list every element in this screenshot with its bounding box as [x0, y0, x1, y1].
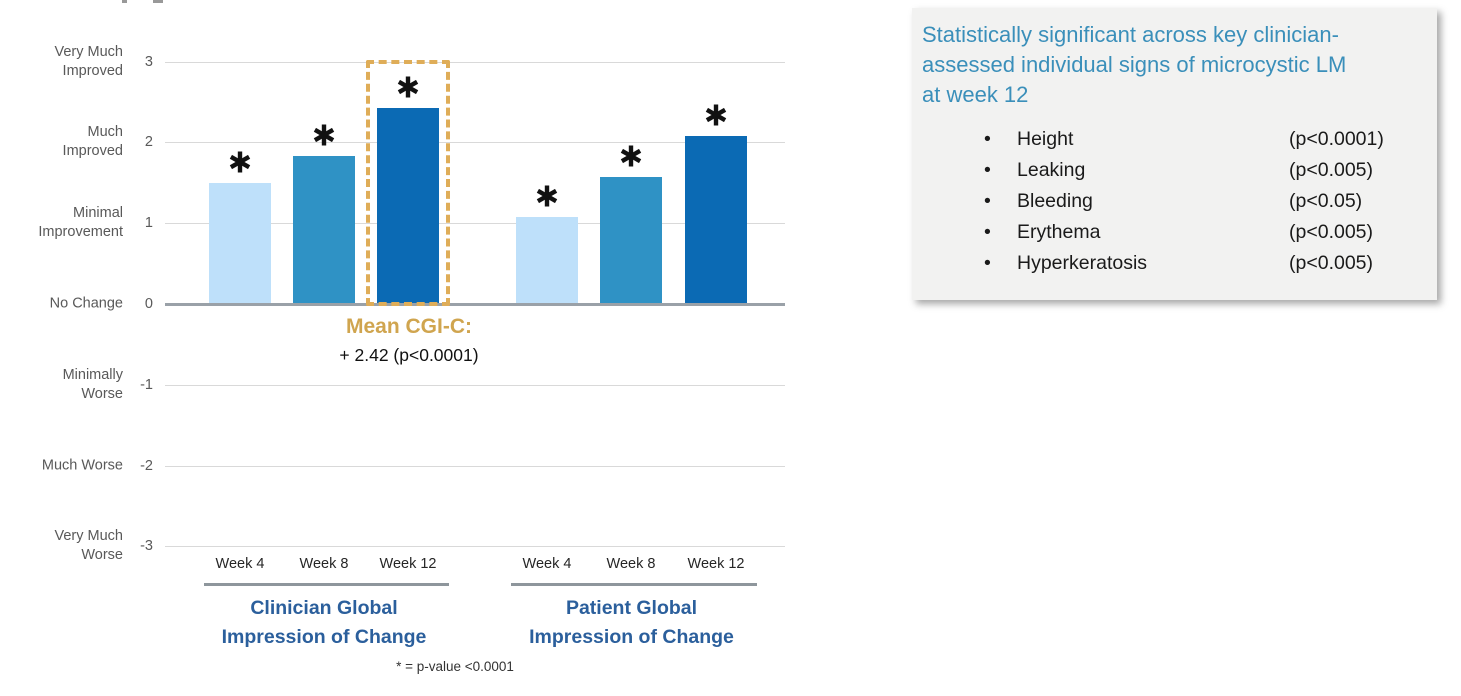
y-tick-label: Very Much Improved — [54, 43, 124, 79]
sign-label: Bleeding — [1017, 190, 1093, 212]
y-tick-label: Much Worse — [41, 457, 123, 474]
callout-item: • Leaking (p<0.005) — [984, 155, 1423, 186]
p-value: (p<0.05) — [1289, 190, 1363, 212]
y-tick-value: 0 — [144, 296, 153, 312]
callout-item: • Height (p<0.0001) — [984, 124, 1423, 155]
y-tick-value: 1 — [144, 215, 153, 232]
group-title: Patient Global Impression of Change — [529, 597, 734, 648]
group-title: Clinician Global Impression of Change — [221, 597, 427, 648]
annotation-title: Mean CGI-C: — [346, 315, 472, 338]
bar-week12 — [685, 135, 747, 304]
callout-item: • Hyperkeratosis (p<0.005) — [984, 248, 1423, 279]
annotation-value: + 2.42 (p<0.0001) — [339, 345, 479, 365]
x-tick-label: Week 4 — [522, 556, 572, 572]
group-axis-line — [204, 583, 449, 586]
sign-label: Erythema — [1017, 221, 1101, 243]
callout-item: • Bleeding (p<0.05) — [984, 186, 1423, 217]
y-tick-label: Very Much Worse — [54, 528, 124, 564]
callout-heading: Statistically significant across key cli… — [922, 22, 1347, 107]
zero-baseline — [165, 303, 785, 306]
bar-week8 — [600, 177, 662, 304]
y-tick-label: Minimally Worse — [62, 366, 123, 402]
y-tick-label: No Change — [49, 295, 123, 312]
significance-footnote: * = p-value <0.0001 — [396, 659, 514, 674]
bar-week4 — [209, 182, 271, 304]
x-tick-label: Week 12 — [687, 556, 745, 572]
significance-asterisk — [535, 184, 559, 208]
significance-asterisk — [396, 75, 420, 99]
sign-label: Leaking — [1017, 159, 1086, 181]
clipped-text-fragment — [153, 0, 163, 3]
significance-callout: Statistically significant across key cli… — [912, 8, 1437, 300]
bullet-icon: • — [984, 190, 991, 212]
y-tick-value: 3 — [144, 53, 153, 70]
x-tick-label: Week 12 — [379, 556, 437, 572]
significance-asterisk — [228, 150, 252, 174]
bullet-icon: • — [984, 252, 991, 274]
y-tick-value: -2 — [140, 457, 153, 474]
y-tick-value: 2 — [144, 134, 153, 151]
significance-asterisk — [704, 103, 728, 127]
gridline-y-3 — [165, 546, 785, 548]
y-tick-label: Minimal Improvement — [38, 205, 123, 241]
sign-label: Hyperkeratosis — [1017, 252, 1148, 274]
y-tick-label: Much Improved — [62, 124, 123, 160]
gridline-y2 — [165, 142, 785, 144]
y-tick-value: -1 — [140, 376, 153, 393]
x-tick-label: Week 8 — [606, 556, 656, 572]
bar-week12 — [377, 108, 439, 304]
p-value: (p<0.005) — [1289, 159, 1374, 181]
callout-list: • Height (p<0.0001) • Leaking (p<0.005) • Bleed… — [984, 124, 1423, 279]
mean-cgi-annotation: Mean CGI-C: + 2.42 (p<0.0001) — [269, 315, 549, 366]
clipped-text-fragment — [122, 0, 127, 3]
callout-item: • Erythema (p<0.005) — [984, 217, 1423, 248]
p-value: (p<0.005) — [1289, 221, 1374, 243]
p-value: (p<0.005) — [1289, 252, 1374, 274]
bullet-icon: • — [984, 221, 991, 243]
gridline-y-2 — [165, 465, 785, 467]
x-tick-label: Week 4 — [215, 556, 265, 572]
group-axis-line — [511, 583, 757, 586]
p-value: (p<0.0001) — [1289, 128, 1384, 150]
bar-week4 — [516, 216, 578, 304]
bullet-icon: • — [984, 159, 991, 181]
sign-label: Height — [1017, 128, 1074, 150]
bar-week8 — [293, 156, 355, 304]
significance-asterisk — [619, 144, 643, 168]
gridline-y3 — [165, 61, 785, 63]
y-tick-value: -3 — [140, 538, 153, 555]
significance-asterisk — [312, 123, 336, 147]
x-tick-label: Week 8 — [299, 556, 349, 572]
gridline-y1 — [165, 223, 785, 225]
gridline-y-1 — [165, 384, 785, 386]
bullet-icon: • — [984, 128, 991, 150]
highlighted-bar-outline — [366, 59, 450, 306]
